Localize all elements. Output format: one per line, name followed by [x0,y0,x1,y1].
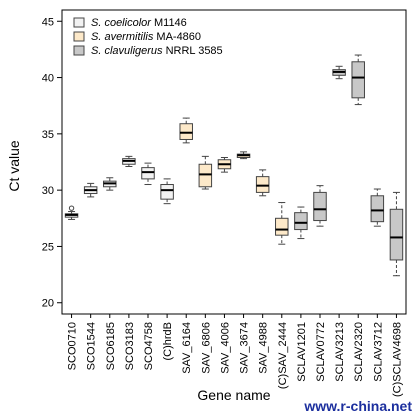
y-tick-label: 25 [42,241,54,253]
x-tick-label: (C)SCLAV4698 [391,322,403,397]
y-tick-label: 30 [42,185,54,197]
box-iqr [313,191,327,222]
plot-frame [61,9,407,315]
box-SAV_4006 [217,156,232,173]
box-SCO1544 [83,182,98,198]
outlier-point [68,205,75,211]
boxes [64,54,404,277]
legend-species: S. avermitilis [91,31,154,43]
legend-label: S. coelicolor M1146 [91,17,187,29]
y-axis: 20 25 30 35 40 45 [42,16,62,310]
box-SCLAV3213 [332,65,346,80]
box-iqr [275,217,289,236]
box-iqr [179,123,193,140]
legend-strain: NRRL 3585 [163,45,223,57]
box-SAV_4988 [255,169,270,197]
box-SAV_6806 [198,155,213,190]
box-iqr [255,176,270,193]
legend-label: S. clavuligerus NRRL 3585 [91,45,223,57]
x-axis-title: Gene name [197,387,270,403]
box-SCO0710 [64,205,79,220]
box-(C)SCLAV4698 [389,191,404,277]
legend-swatch [73,45,85,56]
x-tick-label: SAV_3674 [239,322,251,374]
box-iqr [160,184,174,200]
box-SCO6185 [103,177,117,191]
y-tick-label: 35 [42,129,54,141]
x-axis-labels: SCO0710 SCO1544 SCO6185 SCO3183 SCO4758 (C)hr… [67,314,403,397]
box-(C)SAV_2444 [275,202,289,245]
y-tick-label: 20 [42,298,54,310]
box-iqr [294,212,308,231]
x-tick-label: SCO6185 [105,322,117,370]
legend-strain: MA-4860 [153,31,201,43]
x-tick-label: (C)SAV_2444 [277,322,289,389]
legend-item-SAV: S. avermitilis MA-4860 [73,31,201,43]
legend-swatch [73,17,85,28]
box-iqr [389,208,404,261]
box-SCO4758 [141,162,155,186]
box-iqr [351,61,365,99]
box-iqr [370,195,385,223]
legend-species: S. clavuligerus [91,45,163,57]
box-SAV_6164 [179,117,193,144]
legend-label: S. avermitilis MA-4860 [91,31,201,43]
legend-swatch [73,31,85,42]
legend-item-SCLAV: S. clavuligerus NRRL 3585 [73,45,223,57]
box-iqr [141,167,155,180]
legend: S. coelicolor M1146 S. avermitilis MA-486… [73,17,223,57]
y-tick-label: 40 [42,73,54,85]
x-tick-label: SAV_4006 [219,322,231,374]
x-tick-label: SCLAV0772 [315,322,327,382]
box-SCLAV1201 [294,206,308,240]
y-axis-title: Ct value [6,140,22,192]
x-tick-label: SCO0710 [67,322,79,370]
box-SCLAV0772 [313,185,327,227]
box-SCO3183 [122,155,136,168]
x-tick-label: SAV_6164 [181,322,193,374]
box-(C)hrdB [160,178,174,205]
legend-species: S. coelicolor [91,17,152,29]
x-tick-label: SCLAV2320 [353,322,365,382]
watermark: www.r-china.net [303,398,412,414]
x-tick-label: (C)hrdB [162,322,174,361]
box-SCLAV3712 [370,188,385,227]
x-tick-label: SAV_4988 [258,322,270,374]
x-tick-label: SAV_6806 [200,322,212,374]
x-tick-label: SCLAV3213 [334,322,346,382]
box-iqr [198,163,213,188]
y-tick-label: 45 [42,16,54,28]
box-SCLAV2320 [351,54,365,106]
x-tick-label: SCO4758 [143,322,155,370]
legend-item-SCO: S. coelicolor M1146 [73,17,187,29]
x-tick-label: SCLAV3712 [372,322,384,382]
legend-strain: M1146 [151,17,187,29]
box-SAV_3674 [236,151,251,160]
x-tick-label: SCO1544 [86,322,98,370]
x-tick-label: SCLAV1201 [296,322,308,382]
x-tick-label: SCO3183 [124,322,136,370]
